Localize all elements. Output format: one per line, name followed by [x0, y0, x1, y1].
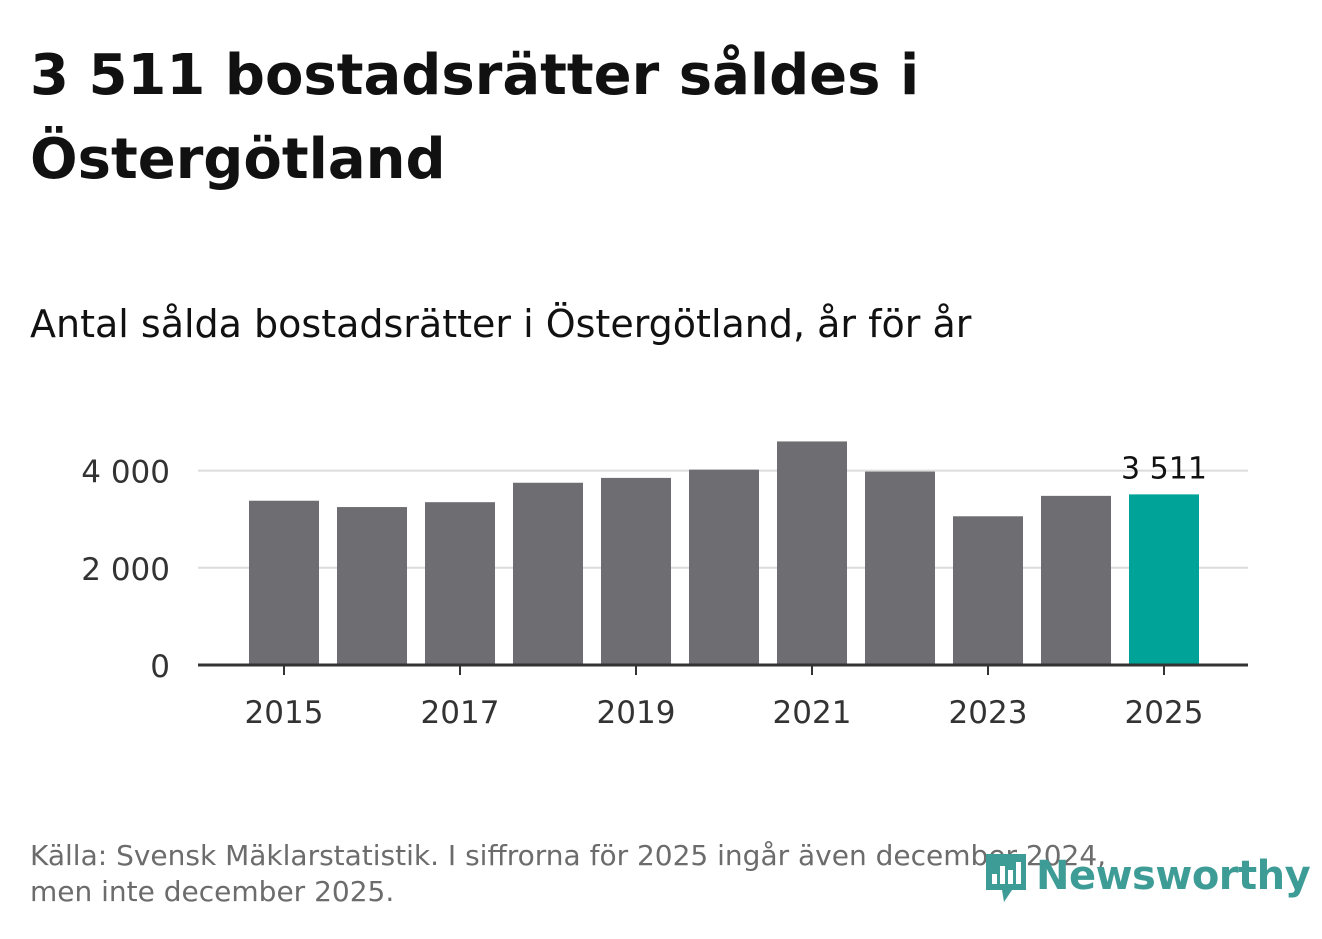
x-tick-label: 2025 — [1125, 695, 1204, 731]
source-note: Källa: Svensk Mäklarstatistik. I siffror… — [30, 838, 1230, 910]
bar-chart-speech-bubble-icon — [986, 854, 1026, 902]
bar-2024 — [1041, 495, 1111, 665]
bar-chart: 0 2 000 4 000 2015 2017 2019 2021 2023 2025 3 511 — [81, 441, 1248, 731]
bar-2020 — [689, 469, 759, 665]
bar-2025 — [1129, 494, 1199, 665]
x-tick-label: 2015 — [245, 695, 324, 731]
newsworthy-logo: Newsworthy — [982, 846, 1311, 906]
x-tick-label: 2017 — [421, 695, 500, 731]
headline: 3 511 bostadsrätter såldes i Östergötlan… — [30, 43, 920, 192]
axes — [198, 663, 1248, 675]
y-tick-label: 0 — [150, 649, 170, 685]
source-note-line-1: Källa: Svensk Mäklarstatistik. I siffror… — [30, 839, 1107, 872]
chart-subtitle: Antal sålda bostadsrätter i Östergötland… — [30, 302, 972, 346]
labels: 0 2 000 4 000 2015 2017 2019 2021 2023 2025 3 511 — [81, 451, 1207, 731]
bar-2019 — [601, 477, 671, 665]
brand-name: Newsworthy — [1036, 853, 1311, 899]
bar-2021 — [777, 441, 847, 665]
bar-2023 — [953, 516, 1023, 665]
data-label-2025: 3 511 — [1121, 451, 1207, 486]
bar-2016 — [337, 507, 407, 665]
y-tick-label: 2 000 — [81, 552, 170, 588]
bar-2022 — [865, 471, 935, 665]
bar-2017 — [425, 502, 495, 665]
bar-2018 — [513, 482, 583, 665]
bars — [249, 441, 1199, 665]
y-tick-label: 4 000 — [81, 455, 170, 491]
source-note-line-2: men inte december 2025. — [30, 875, 395, 908]
x-tick-label: 2023 — [949, 695, 1028, 731]
x-tick-label: 2021 — [773, 695, 852, 731]
x-tick-label: 2019 — [597, 695, 676, 731]
bar-2015 — [249, 500, 319, 665]
